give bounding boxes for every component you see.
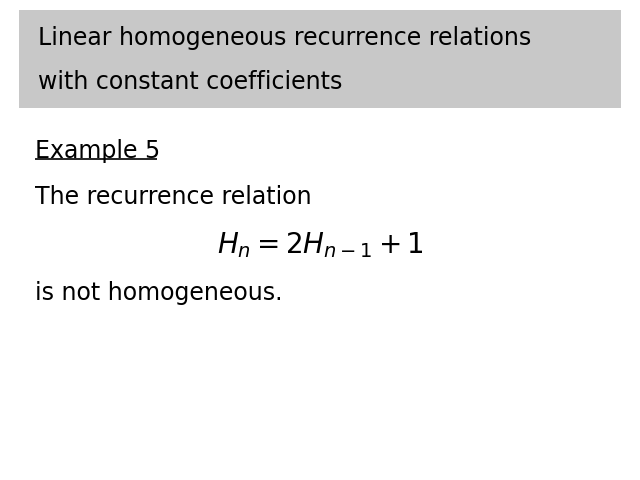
Text: Example 5: Example 5 (35, 139, 161, 163)
FancyBboxPatch shape (19, 10, 621, 108)
Text: $H_n = 2H_{n-1} + 1$: $H_n = 2H_{n-1} + 1$ (216, 230, 424, 260)
Text: The recurrence relation: The recurrence relation (35, 185, 312, 209)
Text: is not homogeneous.: is not homogeneous. (35, 281, 283, 305)
Text: with constant coefficients: with constant coefficients (38, 70, 343, 94)
Text: Linear homogeneous recurrence relations: Linear homogeneous recurrence relations (38, 26, 532, 50)
